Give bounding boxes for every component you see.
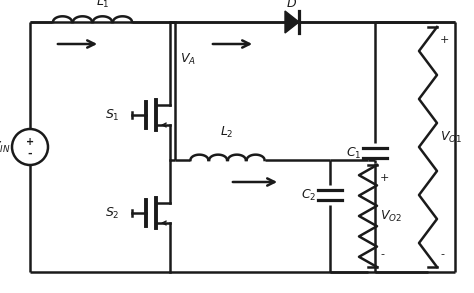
Text: $S_2$: $S_2$ bbox=[105, 205, 120, 221]
Text: $D$: $D$ bbox=[286, 0, 298, 10]
Text: +: + bbox=[26, 137, 34, 147]
Text: $C_2$: $C_2$ bbox=[301, 188, 316, 202]
Text: $V_A$: $V_A$ bbox=[180, 52, 196, 67]
Text: -: - bbox=[380, 249, 384, 259]
Text: $S_1$: $S_1$ bbox=[105, 108, 120, 122]
Text: $L_1$: $L_1$ bbox=[96, 0, 109, 10]
Text: +: + bbox=[380, 173, 389, 183]
Text: $V_{IN}$: $V_{IN}$ bbox=[0, 139, 10, 154]
Polygon shape bbox=[285, 11, 299, 33]
Text: $L_2$: $L_2$ bbox=[220, 125, 234, 140]
Text: -: - bbox=[27, 149, 32, 159]
Text: -: - bbox=[440, 249, 444, 259]
Text: +: + bbox=[440, 35, 449, 45]
Text: $V_{O1}$: $V_{O1}$ bbox=[440, 130, 462, 144]
Text: $C_1$: $C_1$ bbox=[346, 145, 361, 161]
Text: $V_{O2}$: $V_{O2}$ bbox=[380, 208, 402, 224]
